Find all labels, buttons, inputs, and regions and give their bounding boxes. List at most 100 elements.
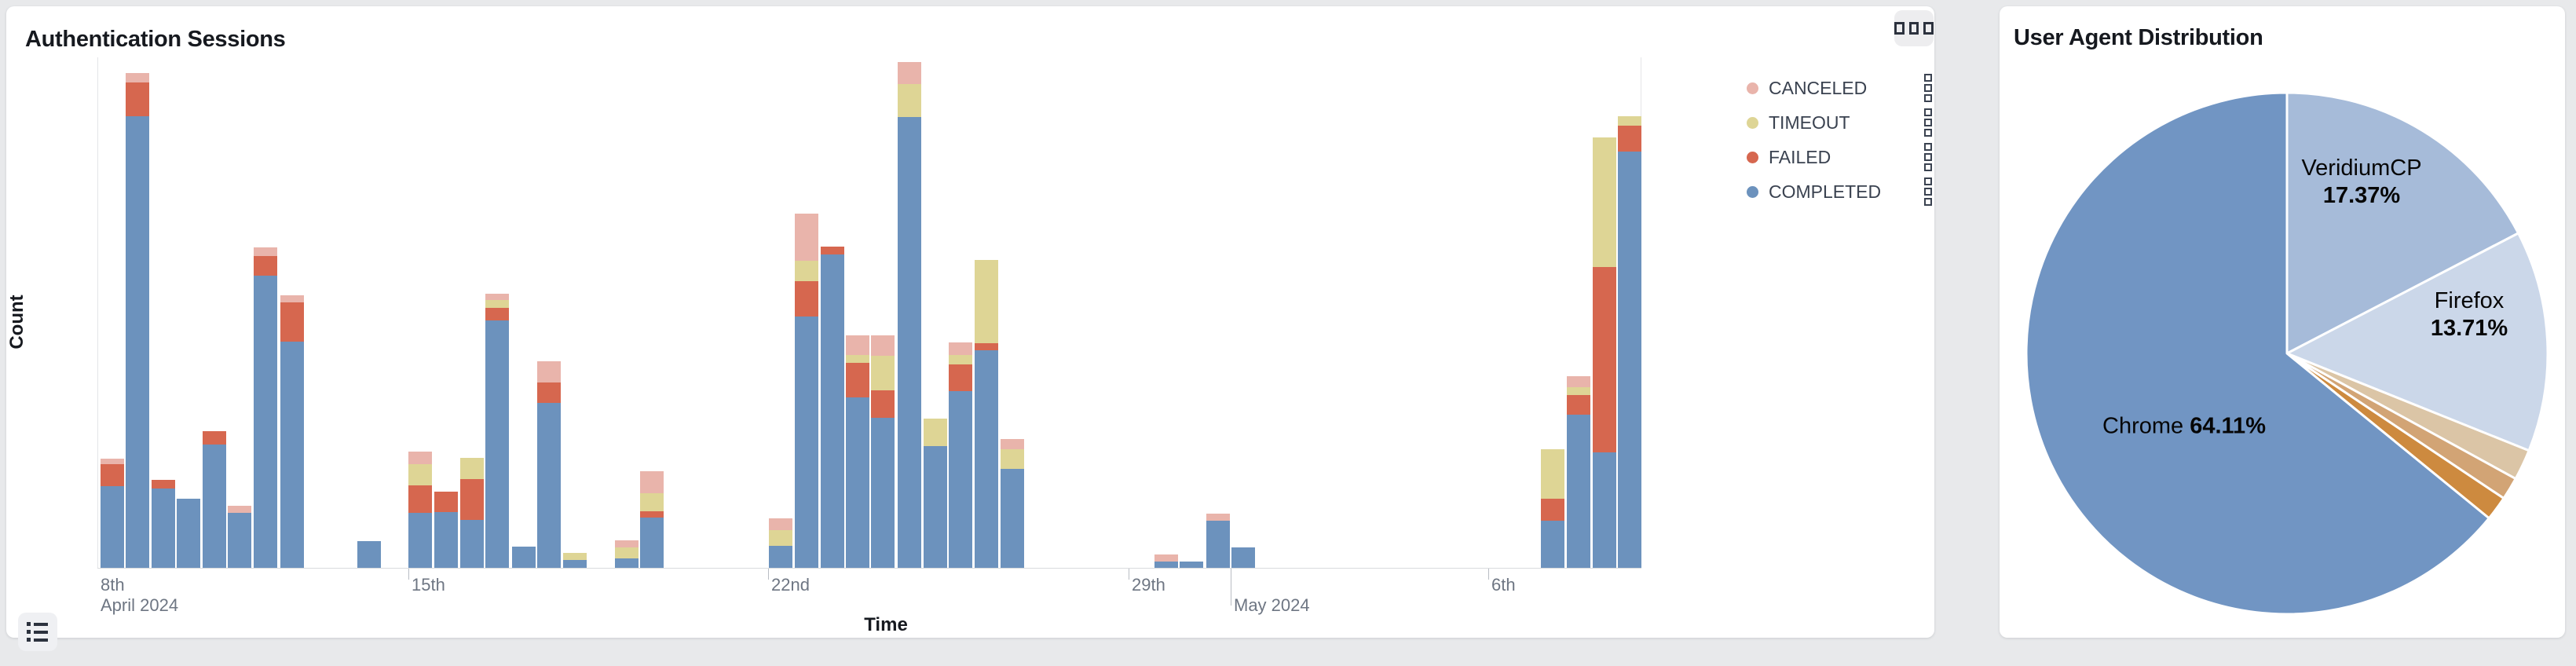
pie-label-chrome: Chrome 64.11%	[2102, 413, 2266, 439]
stacked-bar[interactable]	[460, 458, 484, 568]
stacked-bar[interactable]	[1001, 439, 1024, 568]
stacked-bar[interactable]	[1231, 547, 1255, 568]
bar-segment-failed	[203, 431, 226, 445]
bar-segment-failed	[537, 382, 561, 403]
bar-segment-canceled	[101, 459, 124, 464]
bar-segment-completed	[408, 513, 432, 568]
drag-handle-icon[interactable]	[1924, 143, 1932, 171]
bar-segment-canceled	[846, 335, 869, 355]
stacked-bar[interactable]	[126, 73, 149, 568]
legend-item-failed[interactable]: FAILED	[1740, 143, 1934, 171]
legend-dot-icon	[1747, 116, 1758, 129]
bar-plot-area	[97, 57, 1641, 568]
stacked-bar[interactable]	[1180, 562, 1203, 568]
stacked-bar[interactable]	[769, 518, 792, 568]
pie-slice-veridiumcp[interactable]	[2285, 91, 2520, 355]
bar-segment-completed	[949, 391, 972, 568]
stacked-bar[interactable]	[228, 506, 251, 568]
bar-segment-completed	[434, 512, 458, 568]
bar-segment-failed	[101, 464, 124, 486]
stacked-bar[interactable]	[1567, 376, 1590, 568]
bar-segment-failed	[949, 364, 972, 391]
bar-segment-completed	[460, 520, 484, 568]
stacked-bar[interactable]	[563, 553, 587, 568]
square-icon	[1894, 22, 1905, 35]
bar-segment-completed	[1154, 562, 1178, 568]
square-icon	[1923, 22, 1934, 35]
bar-segment-canceled	[485, 294, 509, 300]
stacked-bar[interactable]	[101, 459, 124, 568]
stacked-bar[interactable]	[871, 335, 895, 568]
bar-segment-canceled	[126, 73, 149, 82]
stacked-bar[interactable]	[821, 247, 844, 568]
bar-segment-completed	[126, 116, 149, 568]
legend-label: CANCELED	[1769, 77, 1868, 98]
pie-label-firefox: Firefox 13.71%	[2430, 288, 2508, 341]
bar-segment-completed	[871, 418, 895, 568]
bar-segment-completed	[254, 276, 277, 568]
stacked-bar[interactable]	[254, 247, 277, 568]
list-icon	[27, 638, 48, 642]
bar-segment-completed	[1180, 562, 1203, 568]
stacked-bar[interactable]	[512, 547, 536, 568]
legend-item-timeout[interactable]: TIMEOUT	[1740, 108, 1934, 137]
bar-segment-timeout	[898, 84, 921, 117]
stacked-bar[interactable]	[537, 361, 561, 568]
stacked-bar[interactable]	[949, 342, 972, 568]
list-icon	[27, 622, 48, 626]
drag-handle-icon[interactable]	[1924, 177, 1932, 206]
bar-segment-timeout	[846, 355, 869, 363]
bar-segment-completed	[101, 486, 124, 568]
pie-slice-firefox[interactable]	[2285, 232, 2549, 452]
bar-segment-completed	[640, 518, 664, 568]
legend-item-canceled[interactable]: CANCELED	[1740, 74, 1934, 102]
chart-menu-button[interactable]	[1894, 10, 1934, 46]
bar-segment-canceled	[228, 506, 251, 513]
bar-segment-timeout	[615, 547, 639, 558]
bar-segment-canceled	[1001, 439, 1024, 449]
stacked-bar[interactable]	[615, 540, 639, 568]
auth-sessions-title: Authentication Sessions	[25, 27, 286, 52]
stacked-bar[interactable]	[203, 431, 226, 568]
stacked-bar[interactable]	[795, 214, 818, 568]
axis-tick	[408, 569, 409, 580]
stacked-bar[interactable]	[1206, 514, 1230, 568]
stacked-bar[interactable]	[924, 419, 947, 568]
bar-segment-failed	[821, 247, 844, 254]
data-view-button[interactable]	[18, 613, 57, 651]
bar-segment-completed	[846, 397, 869, 568]
stacked-bar[interactable]	[177, 499, 200, 568]
bar-segment-completed	[1231, 547, 1255, 568]
legend-item-completed[interactable]: COMPLETED	[1740, 177, 1934, 206]
bar-segment-canceled	[280, 295, 304, 302]
y-axis-title: Count	[6, 295, 27, 349]
stacked-bar[interactable]	[1154, 554, 1178, 568]
stacked-bar[interactable]	[280, 295, 304, 568]
bar-segment-completed	[1001, 469, 1024, 568]
stacked-bar[interactable]	[846, 335, 869, 568]
bar-segment-failed	[254, 256, 277, 276]
bar-segment-failed	[485, 308, 509, 320]
stacked-bar[interactable]	[1541, 449, 1564, 568]
bar-segment-completed	[795, 317, 818, 568]
stacked-bar[interactable]	[485, 294, 509, 568]
stacked-bar[interactable]	[975, 260, 998, 568]
stacked-bar[interactable]	[357, 541, 381, 568]
bar-segment-canceled	[949, 342, 972, 355]
pie-slice-chrome[interactable]	[2025, 91, 2490, 616]
drag-handle-icon[interactable]	[1924, 74, 1932, 102]
stacked-bar[interactable]	[408, 452, 432, 568]
bar-segment-completed	[177, 499, 200, 568]
pie-label-veridiumcp: VeridiumCP 17.37%	[2301, 156, 2422, 208]
bar-segment-canceled	[1567, 376, 1590, 387]
stacked-bar[interactable]	[152, 480, 175, 568]
stacked-bar[interactable]	[640, 471, 664, 568]
stacked-bar[interactable]	[1593, 137, 1616, 568]
drag-handle-icon[interactable]	[1924, 108, 1932, 137]
stacked-bar[interactable]	[1618, 116, 1641, 568]
stacked-bar[interactable]	[434, 492, 458, 568]
bar-segment-completed	[898, 117, 921, 568]
bar-segment-completed	[1541, 521, 1564, 568]
stacked-bar[interactable]	[898, 62, 921, 568]
